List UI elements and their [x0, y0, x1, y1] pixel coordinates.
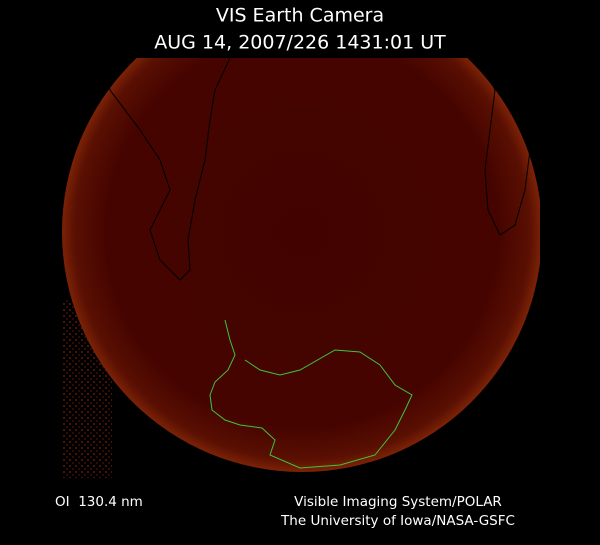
wavelength-label: OI 130.4 nm	[55, 494, 143, 510]
coastline-south-america	[104, 58, 231, 281]
subtitle: AUG 14, 2007/226 1431:01 UT	[154, 32, 446, 54]
title: VIS Earth Camera	[216, 5, 384, 27]
image	[62, 58, 600, 478]
earth-disk	[62, 58, 542, 472]
credit-line: The University of Iowa/NASA-GSFC	[280, 513, 515, 529]
right-crop	[540, 58, 600, 478]
credit-line: Visible Imaging System/POLAR	[294, 494, 502, 510]
coastline-antarctica	[209, 319, 413, 469]
coastline-africa	[479, 58, 541, 236]
